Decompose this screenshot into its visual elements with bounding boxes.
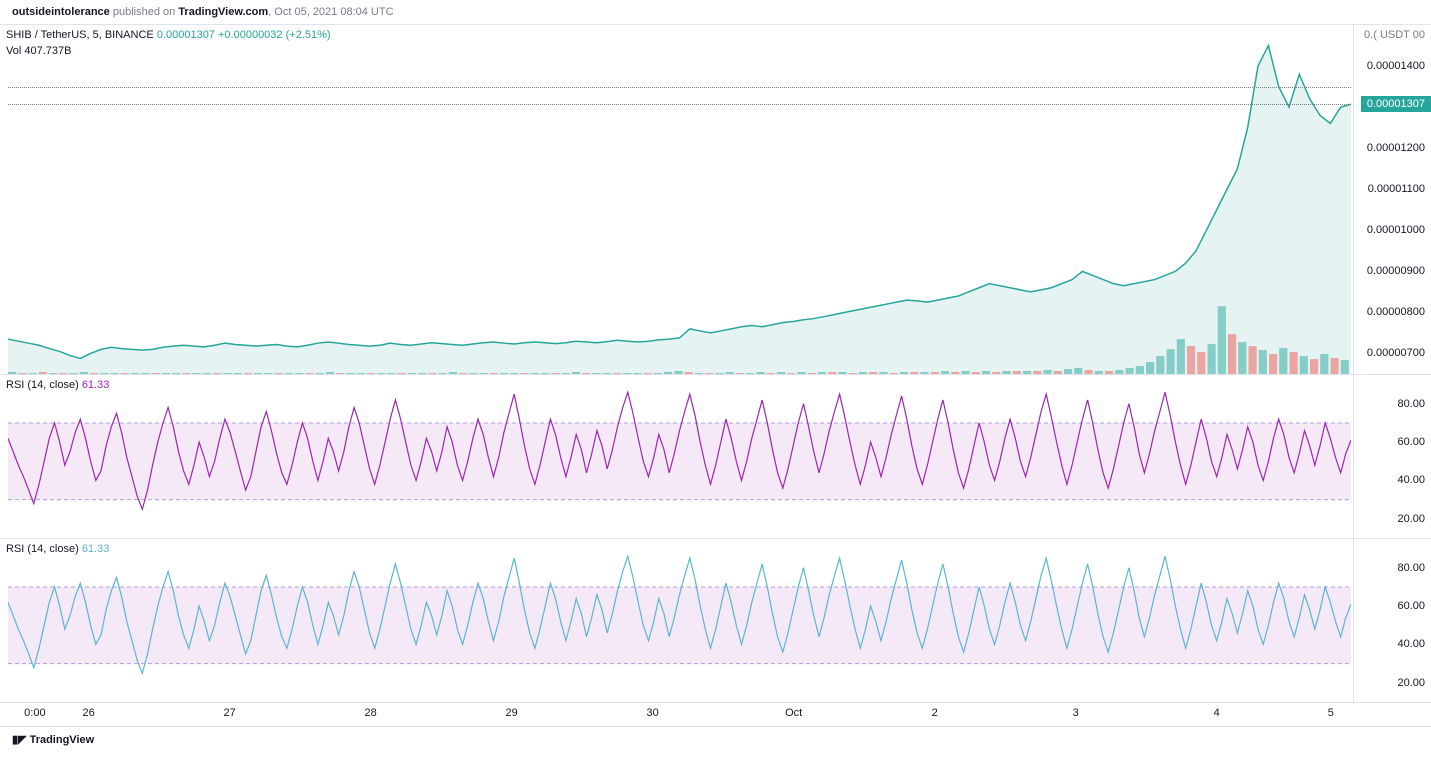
y-tick-label: 0.00000700 [1367,347,1425,359]
x-tick-label: 29 [506,707,518,719]
rsi-panel-1[interactable]: RSI (14, close) 61.33 80.00 60.00 40.00 20.… [0,375,1431,539]
x-tick-label: 26 [82,707,94,719]
y-tick-label: 40.00 [1397,638,1425,650]
last-price-badge: 0.00001307 [1361,96,1431,112]
tradingview-logo-icon: ▮◤ [12,734,27,746]
price-chart [8,25,1351,374]
chart-publish-header: outsideintolerance published on TradingV… [0,0,1431,25]
y-tick-label: 60.00 [1397,600,1425,612]
tradingview-brand: ▮◤ TradingView [0,727,1431,752]
rsi-panel-2[interactable]: RSI (14, close) 61.33 80.00 60.00 40.00 20.… [0,539,1431,703]
reference-line [8,104,1351,105]
x-tick-label: 4 [1214,707,1220,719]
price-y-axis: 0.( USDT 00 0.000014000.000013070.000012… [1353,25,1431,374]
x-tick-label: 5 [1328,707,1334,719]
rsi1-legend: RSI (14, close) 61.33 [6,379,109,391]
price-panel[interactable]: SHIB / TetherUS, 5, BINANCE 0.00001307 +… [0,25,1431,375]
y-tick-label: 80.00 [1397,398,1425,410]
price-legend: SHIB / TetherUS, 5, BINANCE 0.00001307 +… [6,29,331,41]
rsi1-chart [8,375,1351,538]
y-tick-label: 0.00001100 [1368,183,1425,195]
x-tick-label: 0:00 [24,707,45,719]
y-tick-label: 20.00 [1397,513,1425,525]
x-tick-label: 30 [647,707,659,719]
volume-legend: Vol 407.737B [6,45,71,57]
y-tick-label: 60.00 [1397,436,1425,448]
x-tick-label: 28 [364,707,376,719]
x-tick-label: 27 [223,707,235,719]
rsi1-y-axis: 80.00 60.00 40.00 20.00 [1353,375,1431,538]
x-tick-label: 2 [932,707,938,719]
y-tick-label: 0.00001200 [1367,142,1425,154]
y-tick-label: 0.00001400 [1367,60,1425,72]
y-tick-label: 40.00 [1397,474,1425,486]
rsi2-y-axis: 80.00 60.00 40.00 20.00 [1353,539,1431,702]
y-tick-label: 0.00000800 [1367,306,1425,318]
y-tick-label: 0.00000900 [1367,265,1425,277]
y-tick-label: 80.00 [1397,562,1425,574]
x-tick-label: 3 [1073,707,1079,719]
rsi2-chart [8,539,1351,702]
rsi2-legend: RSI (14, close) 61.33 [6,543,109,555]
x-tick-label: Oct [785,707,802,719]
y-tick-label: 0.00001000 [1367,224,1425,236]
y-tick-label: 20.00 [1397,677,1425,689]
reference-line [8,87,1351,88]
time-axis: 0:00 26 27 28 29 30 Oct 2 3 4 5 [0,703,1431,727]
chart-area: SHIB / TetherUS, 5, BINANCE 0.00001307 +… [0,25,1431,751]
